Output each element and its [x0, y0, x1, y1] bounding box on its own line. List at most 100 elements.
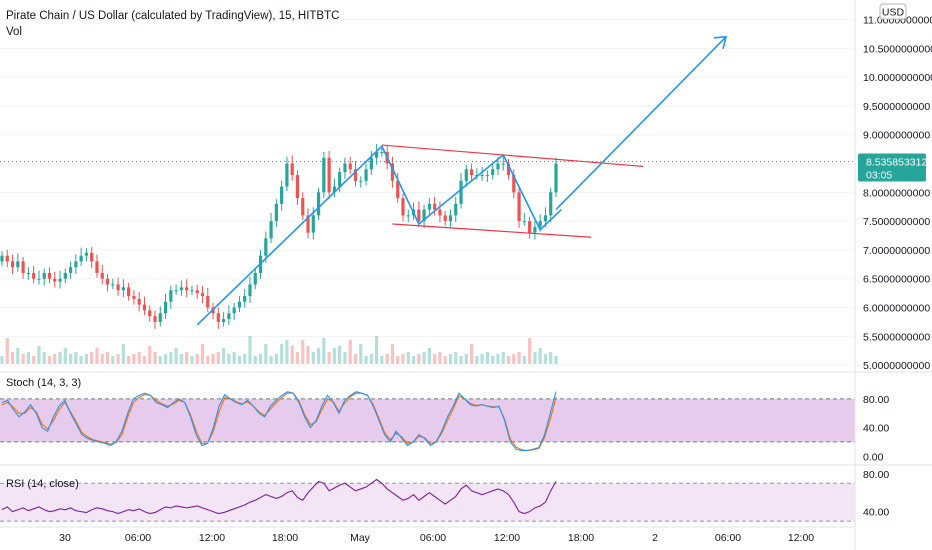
volume-bar: [26, 352, 30, 364]
candle-body: [469, 169, 474, 176]
price-tick-label: 6.0000000000: [863, 303, 930, 315]
rsi-band-fill: [0, 483, 855, 522]
volume-bar: [343, 352, 347, 364]
rsi-title[interactable]: RSI (14, close): [6, 478, 79, 490]
candle-body: [74, 261, 78, 268]
candle-body: [380, 152, 384, 153]
candle-body: [26, 272, 30, 274]
candle-body: [506, 163, 511, 176]
candle-body: [5, 255, 9, 262]
candle-body: [68, 267, 73, 273]
volume-bar: [16, 348, 20, 364]
candle-body: [174, 290, 178, 292]
candle-body: [79, 255, 83, 262]
stoch-title[interactable]: Stoch (14, 3, 3): [6, 377, 81, 389]
price-axis[interactable]: 11.000000000010.500000000010.00000000009…: [863, 15, 932, 373]
currency-label: USD: [882, 7, 905, 19]
price-tick-label: 6.5000000000: [863, 274, 930, 286]
channel-upper-line: [381, 144, 644, 167]
volume-label[interactable]: Vol: [6, 26, 22, 38]
volume-bar: [348, 340, 352, 364]
candle-body: [295, 175, 300, 199]
volume-bar: [369, 354, 373, 364]
volume-bar: [543, 354, 548, 364]
price-tick-label: 9.0000000000: [863, 130, 930, 142]
candle-body: [480, 175, 484, 177]
candle-body: [42, 272, 46, 279]
volume-bar: [327, 352, 331, 364]
volume-bar: [185, 352, 189, 364]
symbol-title[interactable]: Pirate Chain / US Dollar (calculated by …: [6, 10, 339, 22]
candle-body: [116, 284, 120, 291]
channel-lower-line: [392, 223, 592, 238]
volume-bar: [359, 344, 363, 364]
candle-body: [185, 287, 189, 291]
price-tick-label: 5.0000000000: [863, 360, 930, 372]
price-tick-label: 7.0000000000: [863, 245, 930, 257]
volume-bar: [158, 356, 162, 364]
volume-bar: [364, 356, 368, 364]
volume-bar: [280, 344, 284, 364]
candle-body: [454, 203, 458, 216]
volume-bar: [380, 356, 384, 364]
volume-bar: [469, 344, 474, 364]
price-tick-label: 7.5000000000: [863, 216, 930, 228]
candle-body: [47, 272, 52, 279]
volume-bar: [121, 344, 125, 364]
volume-bar: [485, 352, 490, 364]
volume-bar: [454, 352, 458, 364]
volume-bar: [459, 356, 463, 364]
volume-bar: [68, 354, 73, 364]
candle-body: [200, 293, 205, 296]
rsi-tick-label: 80.00: [863, 469, 889, 481]
time-tick-label: 06:00: [420, 532, 446, 544]
volume-bar: [105, 352, 110, 364]
volume-bar: [211, 354, 215, 364]
candle-body: [163, 301, 168, 314]
candle-body: [137, 298, 141, 305]
candle-body: [512, 175, 516, 193]
volume-bar: [148, 346, 152, 364]
volume-bar: [522, 356, 526, 364]
volume-bar: [258, 354, 263, 364]
stoch-band-fill: [0, 398, 855, 442]
time-tick-label: 06:00: [125, 532, 151, 544]
candle-body: [459, 180, 463, 204]
candle-body: [443, 215, 447, 222]
candle-body: [538, 221, 542, 227]
volume-bar: [153, 352, 157, 364]
candle-body: [179, 287, 183, 291]
candle-body: [496, 163, 500, 170]
time-tick-label: 12:00: [199, 532, 225, 544]
candles[interactable]: [0, 143, 558, 329]
volume-bar: [332, 348, 336, 364]
price-tick-label: 8.0000000000: [863, 187, 930, 199]
currency-badge[interactable]: [879, 3, 907, 20]
stochastic-pane[interactable]: 80.00 40.00 0.00: [0, 391, 889, 464]
time-tick-label: 30: [59, 532, 71, 544]
volume-bar: [206, 356, 210, 364]
projection-arrow-line: [555, 36, 727, 211]
drawings[interactable]: [196, 35, 728, 326]
time-axis[interactable]: 30 06:00 12:00 18:00 May 06:00 12:00 18:00 2 06:0…: [59, 532, 814, 544]
candle-body: [301, 198, 305, 216]
candle-body: [528, 221, 532, 233]
volume-bar: [533, 352, 537, 364]
candle-body: [375, 152, 379, 158]
volume-bar: [142, 356, 147, 364]
volume-bar: [264, 344, 268, 364]
volume-bar: [0, 356, 4, 364]
candle-body: [105, 278, 110, 285]
rsi-pane[interactable]: 80.00 40.00: [0, 469, 889, 522]
volume-bar: [100, 354, 104, 364]
candle-body: [153, 316, 157, 322]
volume-bar: [47, 356, 52, 364]
volume-bar: [111, 356, 115, 364]
candle-body: [269, 221, 273, 239]
volume-bar: [375, 336, 379, 364]
candle-body: [311, 215, 315, 233]
candle-body: [485, 175, 490, 177]
time-tick-label: 12:00: [788, 532, 814, 544]
candle-body: [522, 221, 526, 223]
